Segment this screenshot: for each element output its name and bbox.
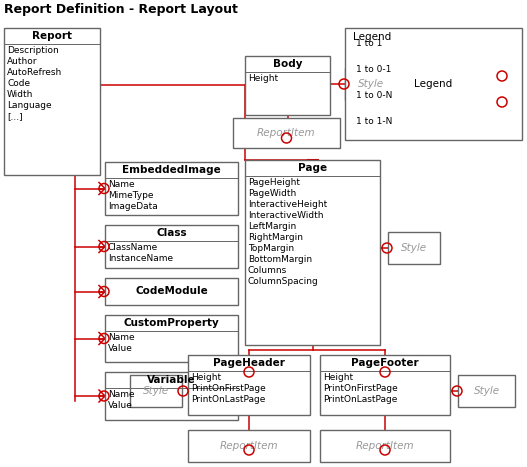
Bar	[105, 278, 238, 305]
Text: Name: Name	[108, 390, 134, 399]
Text: BottomMargin: BottomMargin	[248, 255, 312, 264]
Text: [...]: [...]	[7, 112, 23, 121]
Text: RightMargin: RightMargin	[248, 233, 303, 242]
Text: ColumnSpacing: ColumnSpacing	[248, 277, 319, 286]
Text: MimeType: MimeType	[108, 191, 153, 200]
Text: Name: Name	[108, 180, 134, 189]
Text: Style: Style	[401, 243, 427, 253]
Text: ReportItem: ReportItem	[220, 441, 278, 451]
Bar	[105, 225, 238, 268]
Bar	[245, 56, 330, 115]
Bar	[458, 375, 515, 407]
Text: Style: Style	[358, 79, 384, 89]
Bar	[320, 430, 450, 462]
Text: PageWidth: PageWidth	[248, 189, 296, 198]
Bar	[345, 28, 522, 140]
Bar	[345, 68, 397, 100]
Text: Height: Height	[323, 373, 353, 382]
Text: TopMargin: TopMargin	[248, 244, 294, 253]
Bar	[105, 162, 238, 215]
Text: CodeModule: CodeModule	[135, 286, 208, 297]
Text: Code: Code	[7, 79, 30, 88]
Text: Language: Language	[7, 101, 52, 110]
Text: PageHeader: PageHeader	[213, 358, 285, 368]
Text: Style: Style	[473, 386, 500, 396]
Bar	[105, 372, 238, 420]
Text: Value: Value	[108, 344, 133, 353]
Text: PrintOnLastPage: PrintOnLastPage	[191, 395, 266, 404]
Text: Description: Description	[7, 46, 58, 55]
Text: PageFooter: PageFooter	[351, 358, 419, 368]
Text: Body: Body	[273, 59, 302, 69]
Bar	[188, 430, 310, 462]
Text: Columns: Columns	[248, 266, 287, 275]
Text: Width: Width	[7, 90, 33, 99]
Text: Author: Author	[7, 57, 37, 66]
Text: LeftMargin: LeftMargin	[248, 222, 296, 231]
Text: Height: Height	[248, 74, 278, 83]
Text: 1 to 1-N: 1 to 1-N	[356, 117, 393, 126]
Text: Page: Page	[298, 163, 327, 173]
Bar	[233, 118, 340, 148]
Text: CustomProperty: CustomProperty	[124, 318, 219, 328]
Text: Legend: Legend	[353, 32, 391, 42]
Text: EmbeddedImage: EmbeddedImage	[122, 165, 221, 175]
Text: ClassName: ClassName	[108, 243, 158, 252]
Text: InteractiveWidth: InteractiveWidth	[248, 211, 324, 220]
Text: Name: Name	[108, 333, 134, 342]
Text: Variable: Variable	[147, 375, 196, 385]
Text: PageHeight: PageHeight	[248, 178, 300, 187]
Text: AutoRefresh: AutoRefresh	[7, 68, 62, 77]
Bar	[4, 28, 100, 175]
Text: Style: Style	[143, 386, 169, 396]
Text: Value: Value	[108, 401, 133, 410]
Text: PrintOnFirstPage: PrintOnFirstPage	[191, 384, 266, 393]
Text: InstanceName: InstanceName	[108, 254, 173, 263]
Text: ReportItem: ReportItem	[257, 128, 316, 138]
Bar	[130, 375, 182, 407]
Text: Report Definition - Report Layout: Report Definition - Report Layout	[4, 3, 238, 16]
Text: 1 to 0-1: 1 to 0-1	[356, 65, 392, 74]
Text: 1 to 0-N: 1 to 0-N	[356, 91, 393, 100]
Text: PrintOnLastPage: PrintOnLastPage	[323, 395, 397, 404]
Bar	[105, 315, 238, 362]
Bar	[320, 355, 450, 415]
Text: PrintOnFirstPage: PrintOnFirstPage	[323, 384, 398, 393]
Bar	[245, 160, 380, 345]
Bar	[188, 355, 310, 415]
Text: InteractiveHeight: InteractiveHeight	[248, 200, 327, 209]
Text: ReportItem: ReportItem	[356, 441, 414, 451]
Text: Report: Report	[32, 31, 72, 41]
Text: 1 to 1: 1 to 1	[356, 39, 383, 48]
Text: ImageData: ImageData	[108, 202, 158, 211]
Text: Class: Class	[156, 228, 187, 238]
Text: Legend: Legend	[414, 79, 453, 89]
Bar	[388, 232, 440, 264]
Text: Height: Height	[191, 373, 221, 382]
